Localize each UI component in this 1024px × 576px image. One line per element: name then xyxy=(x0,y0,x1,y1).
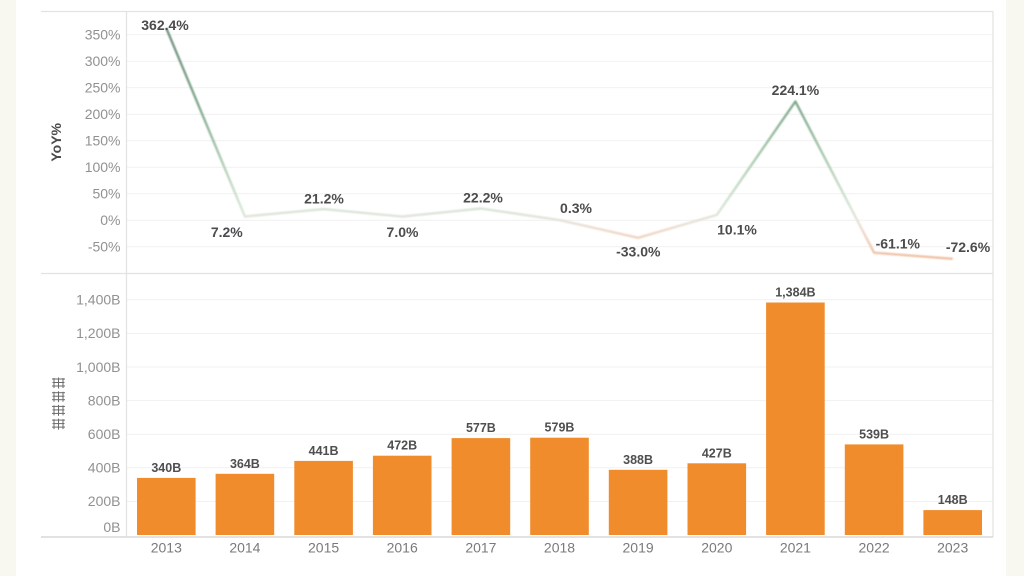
svg-text:0.3%: 0.3% xyxy=(560,200,592,216)
svg-text:400B: 400B xyxy=(88,460,121,476)
svg-text:539B: 539B xyxy=(859,427,889,441)
svg-text:800B: 800B xyxy=(88,392,121,408)
svg-text:2023: 2023 xyxy=(937,539,968,555)
svg-text:21.2%: 21.2% xyxy=(304,190,344,206)
svg-text:2017: 2017 xyxy=(465,539,496,555)
svg-text:50%: 50% xyxy=(92,186,120,202)
svg-text:2018: 2018 xyxy=(544,539,575,555)
svg-text:0B: 0B xyxy=(103,519,120,535)
svg-text:-33.0%: -33.0% xyxy=(616,244,661,260)
svg-text:1,000B: 1,000B xyxy=(76,359,120,375)
svg-text:100%: 100% xyxy=(85,159,121,175)
svg-text:350%: 350% xyxy=(85,27,121,43)
svg-text:-61.1%: -61.1% xyxy=(876,236,921,252)
svg-text:1,400B: 1,400B xyxy=(76,292,120,308)
svg-text:7.0%: 7.0% xyxy=(387,224,419,240)
svg-text:10.1%: 10.1% xyxy=(717,222,757,238)
svg-text:2013: 2013 xyxy=(151,539,182,555)
svg-text:388B: 388B xyxy=(623,453,653,467)
svg-text:2016: 2016 xyxy=(387,539,418,555)
svg-text:-72.6%: -72.6% xyxy=(946,239,991,255)
svg-text:441B: 441B xyxy=(309,444,339,458)
svg-text:600B: 600B xyxy=(88,426,121,442)
svg-text:1,200B: 1,200B xyxy=(76,325,120,341)
svg-text:579B: 579B xyxy=(545,421,575,435)
svg-text:577B: 577B xyxy=(466,421,496,435)
svg-text:200%: 200% xyxy=(85,106,121,122)
svg-text:340B: 340B xyxy=(151,461,181,475)
svg-text:2020: 2020 xyxy=(701,539,732,555)
svg-text:362.4%: 362.4% xyxy=(141,17,189,33)
svg-text:0%: 0% xyxy=(100,212,120,228)
svg-text:224.1%: 224.1% xyxy=(772,82,820,98)
svg-text:2015: 2015 xyxy=(308,539,339,555)
svg-text:427B: 427B xyxy=(702,446,732,460)
svg-text:472B: 472B xyxy=(387,439,417,453)
svg-text:200B: 200B xyxy=(88,493,121,509)
svg-text:148B: 148B xyxy=(938,493,968,507)
svg-text:22.2%: 22.2% xyxy=(463,189,503,205)
svg-text:-50%: -50% xyxy=(88,239,121,255)
svg-text:2019: 2019 xyxy=(623,539,654,555)
svg-text:300%: 300% xyxy=(85,53,121,69)
svg-text:2014: 2014 xyxy=(229,539,260,555)
svg-text:7.2%: 7.2% xyxy=(211,224,243,240)
svg-text:YoY%: YoY% xyxy=(48,122,64,161)
svg-text:250%: 250% xyxy=(85,80,121,96)
svg-text:1,384B: 1,384B xyxy=(775,286,815,300)
svg-text:2021: 2021 xyxy=(780,539,811,555)
svg-text:2022: 2022 xyxy=(859,539,890,555)
svg-text:364B: 364B xyxy=(230,457,260,471)
svg-text:150%: 150% xyxy=(85,133,121,149)
